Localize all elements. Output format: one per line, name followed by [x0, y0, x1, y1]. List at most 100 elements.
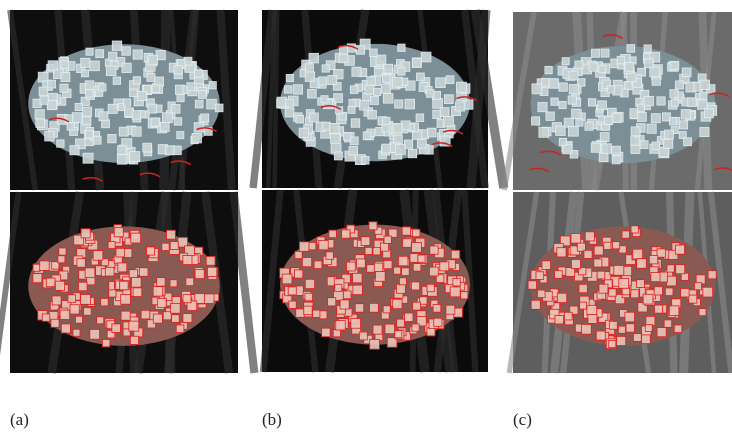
detection-box: [565, 312, 573, 320]
detection-box: [133, 50, 142, 59]
detection-box: [381, 84, 390, 93]
detection-box: [393, 124, 402, 133]
detection-box: [360, 101, 369, 110]
detection-box: [143, 143, 152, 152]
photo: [10, 10, 238, 190]
detection-box: [417, 73, 425, 81]
detection-box: [588, 314, 597, 323]
detection-box: [572, 109, 582, 119]
detection-box: [374, 263, 383, 272]
detection-box: [617, 56, 624, 63]
detection-box: [93, 136, 101, 144]
detection-box: [356, 46, 364, 54]
detection-box: [580, 302, 587, 309]
detection-box: [395, 144, 405, 154]
detection-box: [373, 88, 380, 95]
detection-box: [599, 153, 608, 162]
detection-box: [350, 137, 358, 145]
detection-box: [636, 280, 644, 288]
detection-box: [346, 262, 355, 271]
detection-box: [429, 267, 438, 276]
detection-box: [340, 300, 349, 309]
detection-box: [594, 246, 603, 255]
detection-box: [83, 153, 93, 163]
detection-box: [183, 295, 191, 303]
detection-box: [302, 257, 311, 266]
detection-box: [434, 318, 442, 326]
detection-box: [61, 61, 69, 69]
detection-box: [299, 128, 308, 137]
detection-box: [430, 246, 438, 254]
detection-box: [131, 277, 141, 287]
detection-box: [657, 249, 665, 257]
detection-box: [373, 248, 380, 255]
detection-box: [654, 287, 662, 295]
detection-box: [112, 324, 121, 333]
detection-box: [101, 298, 109, 306]
detection-box: [396, 284, 405, 293]
detection-box: [537, 290, 545, 298]
detection-box: [119, 127, 128, 136]
detection-box: [384, 260, 392, 268]
detection-box: [309, 113, 318, 122]
detection-box: [679, 121, 687, 129]
detection-box: [688, 98, 697, 107]
panel-label: (c): [513, 410, 532, 429]
detection-box: [350, 86, 358, 94]
detection-box: [569, 71, 578, 80]
detection-box: [531, 300, 540, 309]
detection-box: [598, 101, 607, 110]
detection-box: [73, 329, 80, 336]
detection-box: [148, 104, 157, 113]
detection-box: [602, 144, 611, 153]
detection-box: [576, 119, 583, 126]
detection-box: [626, 324, 634, 332]
detection-box: [70, 146, 79, 155]
detection-box: [295, 251, 302, 258]
detection-box: [52, 296, 61, 305]
detection-box: [370, 96, 378, 104]
detection-box: [384, 64, 393, 73]
detection-box: [375, 272, 385, 282]
detection-box: [123, 99, 130, 106]
detection-box: [183, 314, 192, 323]
detection-box: [631, 290, 639, 298]
detection-box: [33, 274, 42, 283]
detection-box: [436, 78, 446, 88]
detection-box: [118, 263, 127, 272]
detection-box: [704, 109, 713, 118]
detection-box: [664, 320, 671, 327]
detection-box: [587, 305, 597, 315]
detection-box: [433, 304, 441, 312]
detection-box: [546, 112, 554, 120]
detection-box: [60, 84, 68, 92]
detection-box: [385, 324, 395, 334]
detection-box: [51, 319, 59, 327]
photo: [253, 10, 504, 188]
detection-box: [600, 133, 609, 142]
detection-box: [674, 325, 682, 333]
detection-box: [542, 79, 549, 86]
detection-box: [671, 99, 678, 106]
detection-box: [361, 237, 370, 246]
panel-label: (b): [262, 410, 282, 429]
detection-box: [288, 287, 296, 295]
detection-box: [46, 278, 55, 287]
detection-box: [654, 305, 662, 313]
detection-box: [631, 137, 639, 145]
detection-box: [703, 287, 713, 297]
detection-box: [165, 146, 174, 155]
detection-box: [85, 268, 95, 278]
detection-box: [183, 255, 192, 264]
detection-box: [413, 264, 421, 272]
detection-box: [148, 55, 158, 65]
detection-box: [322, 65, 329, 72]
detection-box: [416, 114, 424, 122]
detection-box: [421, 52, 431, 62]
detection-box: [555, 315, 564, 324]
detection-box: [122, 47, 130, 55]
detection-box: [398, 68, 405, 75]
detection-box: [640, 141, 648, 149]
detection-box: [569, 85, 578, 94]
detection-box: [282, 274, 292, 284]
